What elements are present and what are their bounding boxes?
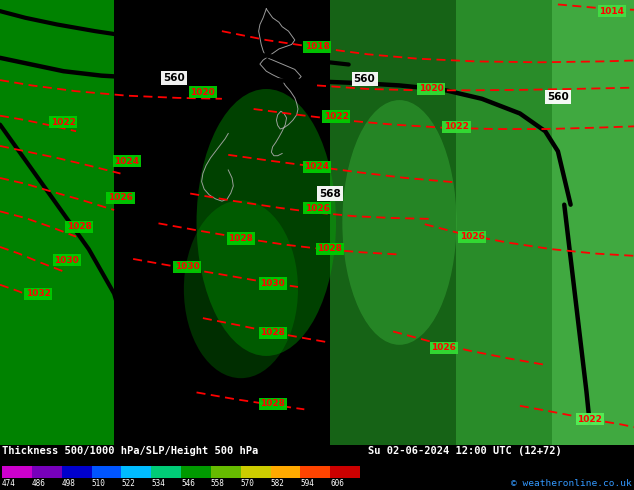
Text: 1026: 1026 bbox=[460, 232, 485, 241]
Text: 560: 560 bbox=[547, 92, 569, 102]
Text: 1028: 1028 bbox=[228, 234, 254, 243]
Bar bbox=[301, 466, 330, 478]
Text: 1020: 1020 bbox=[190, 88, 216, 97]
Text: 1022: 1022 bbox=[577, 415, 602, 424]
Text: 1030: 1030 bbox=[54, 256, 79, 265]
Text: 1024: 1024 bbox=[304, 162, 330, 171]
Text: 1022: 1022 bbox=[323, 112, 349, 121]
Text: 1030: 1030 bbox=[174, 263, 200, 271]
Bar bbox=[2, 466, 32, 478]
Text: 558: 558 bbox=[211, 480, 224, 489]
Bar bbox=[330, 466, 360, 478]
Text: 1028: 1028 bbox=[67, 222, 92, 231]
Text: 1022: 1022 bbox=[444, 122, 469, 131]
Text: 546: 546 bbox=[181, 480, 195, 489]
Ellipse shape bbox=[197, 89, 336, 356]
Text: 1024: 1024 bbox=[114, 157, 139, 166]
Text: 1022: 1022 bbox=[51, 118, 76, 127]
Bar bbox=[121, 466, 151, 478]
Text: 1020: 1020 bbox=[418, 84, 444, 94]
Text: 1028: 1028 bbox=[317, 244, 342, 253]
Text: 498: 498 bbox=[61, 480, 75, 489]
Text: 570: 570 bbox=[241, 480, 254, 489]
Bar bbox=[271, 466, 301, 478]
Text: 1030: 1030 bbox=[260, 279, 285, 288]
Bar bbox=[181, 466, 211, 478]
Bar bbox=[0, 0, 114, 445]
Text: © weatheronline.co.uk: © weatheronline.co.uk bbox=[511, 479, 632, 488]
Text: 1026: 1026 bbox=[304, 204, 330, 213]
Text: Su 02-06-2024 12:00 UTC (12+72): Su 02-06-2024 12:00 UTC (12+72) bbox=[368, 446, 562, 456]
Ellipse shape bbox=[184, 200, 298, 378]
Text: 560: 560 bbox=[164, 73, 185, 83]
Bar bbox=[241, 466, 271, 478]
Text: 1028: 1028 bbox=[260, 328, 285, 337]
Text: 486: 486 bbox=[32, 480, 46, 489]
Text: 594: 594 bbox=[301, 480, 314, 489]
Text: 582: 582 bbox=[271, 480, 285, 489]
Text: 568: 568 bbox=[319, 189, 340, 198]
Bar bbox=[91, 466, 121, 478]
Bar bbox=[456, 0, 634, 445]
Text: 510: 510 bbox=[91, 480, 105, 489]
Bar bbox=[32, 466, 61, 478]
Text: 1026: 1026 bbox=[108, 194, 133, 202]
Ellipse shape bbox=[342, 100, 456, 345]
Text: 606: 606 bbox=[330, 480, 344, 489]
Bar bbox=[151, 466, 181, 478]
Bar bbox=[330, 0, 634, 445]
Bar bbox=[552, 0, 634, 445]
Text: 560: 560 bbox=[354, 74, 375, 84]
Bar bbox=[211, 466, 241, 478]
Bar bbox=[61, 466, 91, 478]
Text: 1026: 1026 bbox=[431, 343, 456, 352]
Text: 1018: 1018 bbox=[304, 42, 330, 51]
Text: 474: 474 bbox=[2, 480, 16, 489]
Text: 1032: 1032 bbox=[25, 289, 51, 298]
Text: 1014: 1014 bbox=[599, 7, 624, 16]
Text: 1028: 1028 bbox=[260, 399, 285, 409]
Text: 534: 534 bbox=[151, 480, 165, 489]
Text: 522: 522 bbox=[121, 480, 135, 489]
Text: Thickness 500/1000 hPa/SLP/Height 500 hPa: Thickness 500/1000 hPa/SLP/Height 500 hP… bbox=[2, 446, 258, 456]
